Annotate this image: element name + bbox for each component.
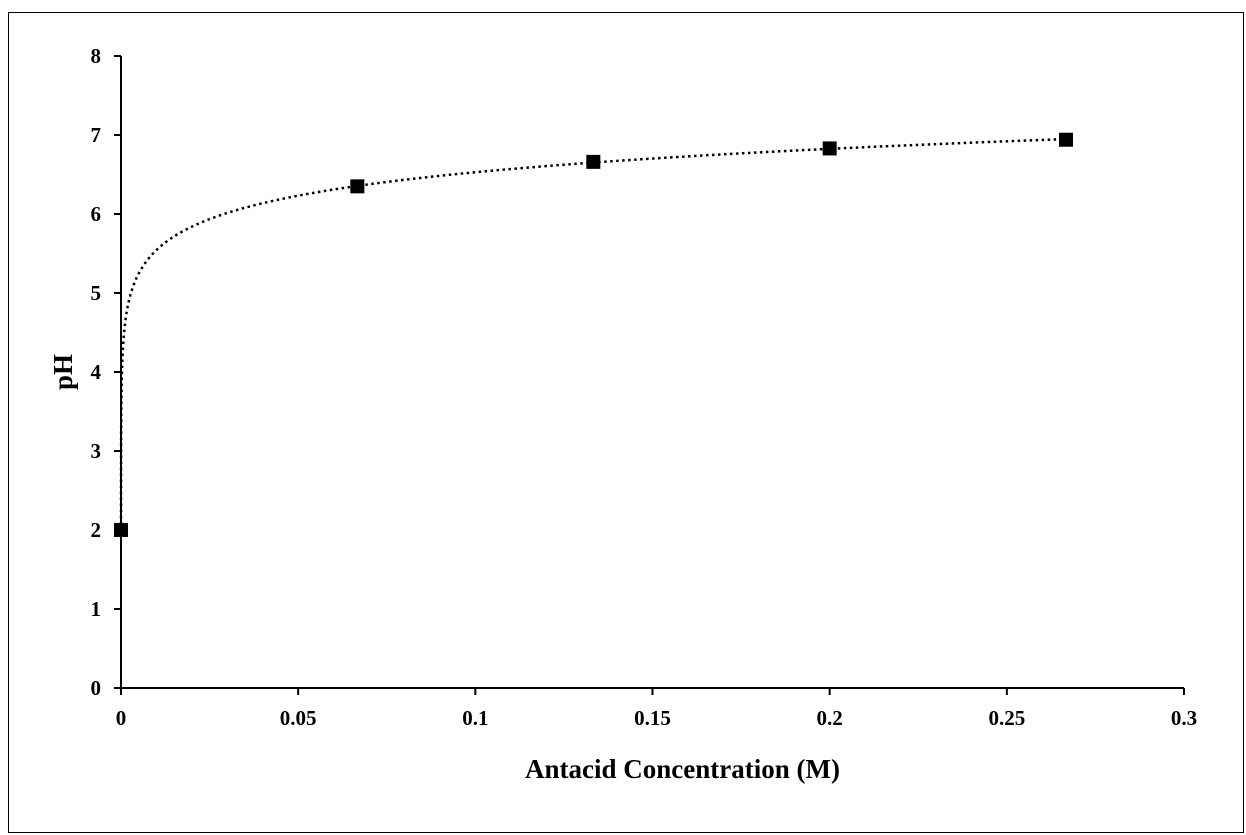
x-tick-label: 0 [116, 706, 127, 730]
y-tick-label: 3 [91, 439, 102, 463]
x-tick-label: 0.15 [634, 706, 671, 730]
x-tick-label: 0.1 [462, 706, 488, 730]
x-tick-label: 0.2 [817, 706, 843, 730]
y-tick-label: 2 [91, 518, 102, 542]
data-point [586, 154, 601, 169]
x-ticks: 0 0.05 0.1 0.15 0.2 0.25 0.3 [116, 688, 1197, 730]
chart-frame [8, 12, 1244, 833]
x-tick-label: 0.25 [988, 706, 1025, 730]
trendline [119, 137, 1067, 532]
y-tick-label: 8 [91, 44, 102, 68]
data-point [350, 179, 365, 194]
y-tick-label: 7 [91, 123, 102, 147]
y-tick-label: 1 [91, 597, 102, 621]
data-point [114, 523, 128, 537]
data-point [1059, 132, 1074, 147]
y-ticks: 0 1 2 3 4 5 6 7 8 [91, 44, 121, 700]
data-points [114, 132, 1074, 537]
y-tick-label: 5 [91, 281, 102, 305]
axes [120, 56, 1184, 689]
y-axis-title: pH [48, 354, 78, 390]
x-tick-label: 0.3 [1171, 706, 1197, 730]
y-tick-label: 6 [91, 202, 102, 226]
y-tick-label: 0 [91, 676, 102, 700]
x-axis-title: Antacid Concentration (M) [525, 754, 840, 784]
x-tick-label: 0.05 [280, 706, 317, 730]
y-tick-label: 4 [91, 360, 102, 384]
data-point [822, 141, 837, 156]
